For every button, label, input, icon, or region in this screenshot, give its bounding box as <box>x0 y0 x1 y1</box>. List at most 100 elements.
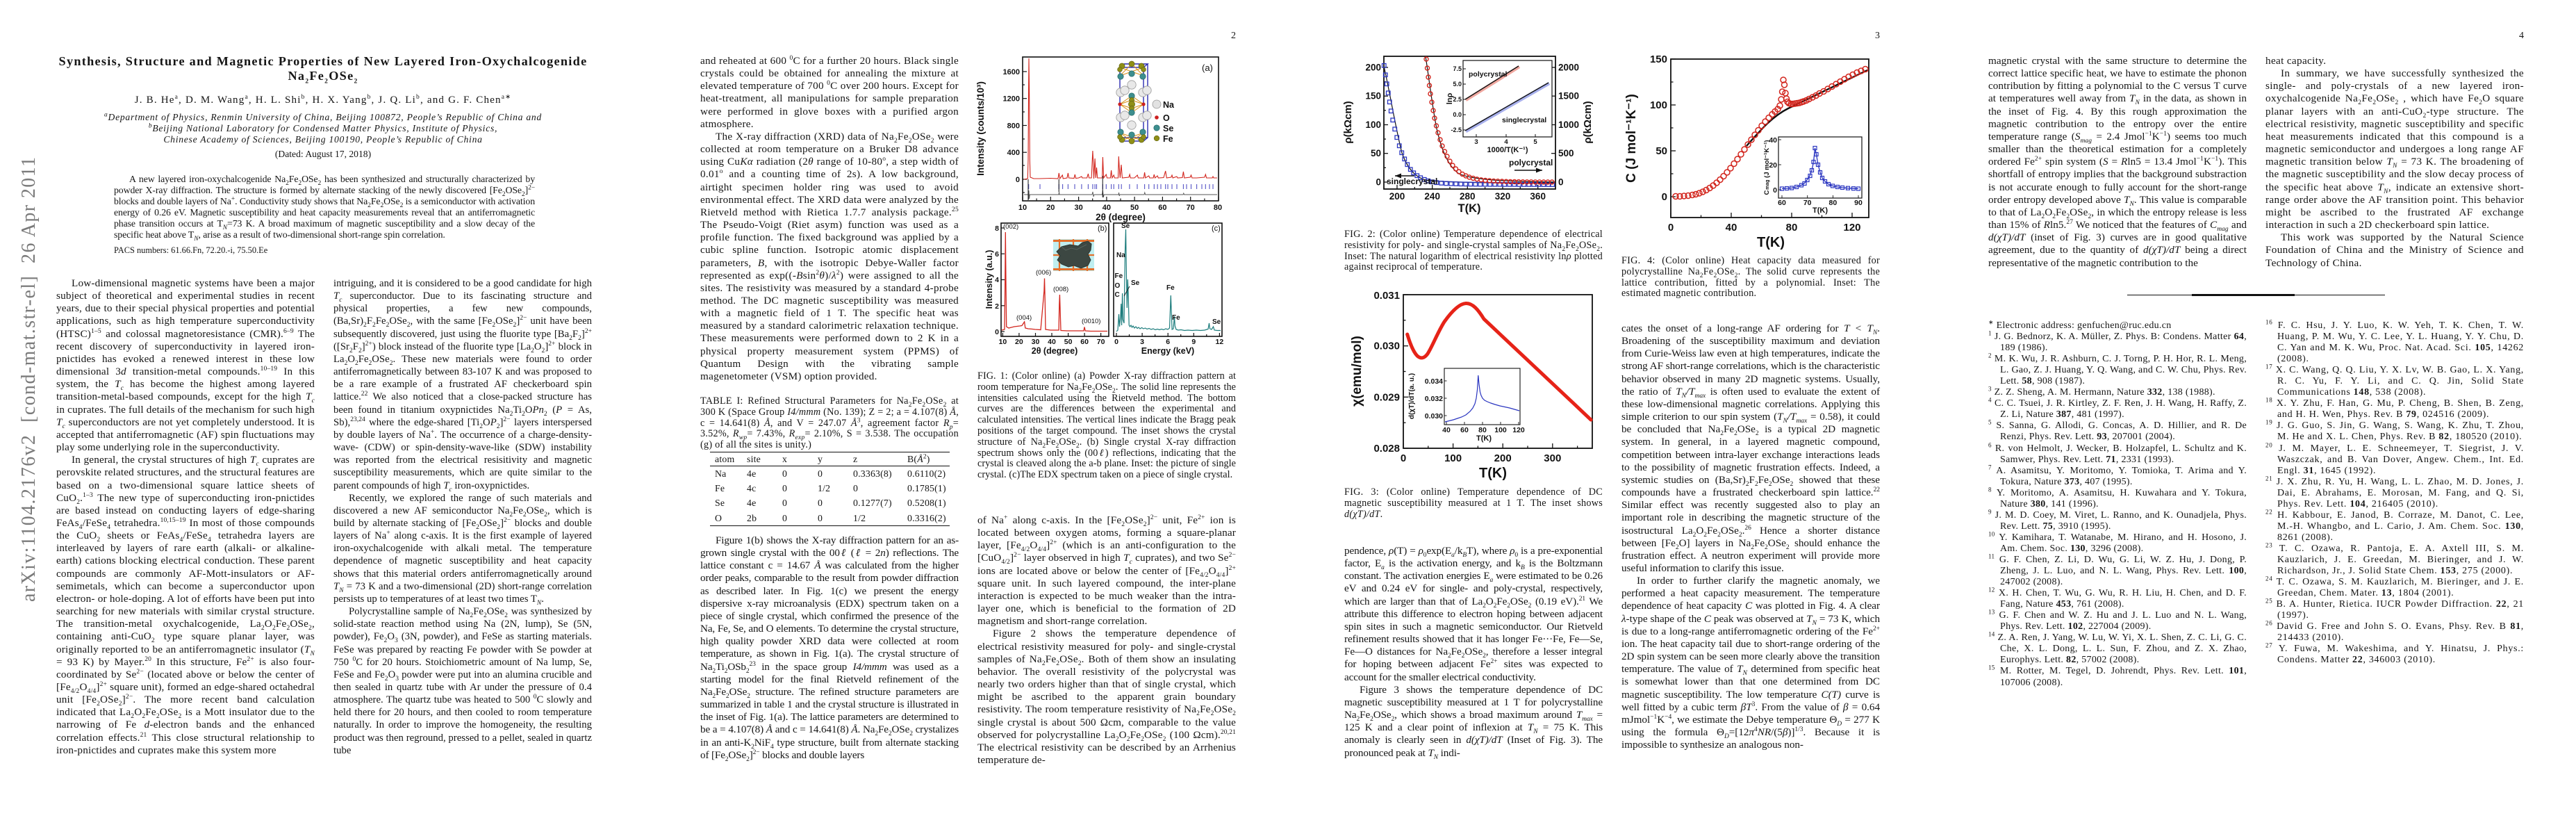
svg-text:30: 30 <box>1074 204 1082 212</box>
svg-text:10: 10 <box>1018 204 1027 212</box>
svg-text:T(K): T(K) <box>1813 206 1828 215</box>
svg-text:-2.5: -2.5 <box>1451 126 1462 133</box>
svg-text:7.5: 7.5 <box>1453 65 1462 72</box>
svg-text:5.0: 5.0 <box>1453 81 1462 88</box>
svg-text:100: 100 <box>1494 426 1507 434</box>
svg-text:4: 4 <box>995 276 999 284</box>
svg-text:(a): (a) <box>1202 63 1213 73</box>
svg-text:C (J mol⁻¹K⁻¹): C (J mol⁻¹K⁻¹) <box>1624 94 1639 183</box>
svg-text:80: 80 <box>1478 426 1487 434</box>
svg-text:80: 80 <box>1214 204 1222 212</box>
svg-text:Se: Se <box>1121 222 1130 230</box>
svg-text:100: 100 <box>1444 452 1462 464</box>
svg-text:d(χT)/dT(a. u.): d(χT)/dT(a. u.) <box>1408 373 1416 419</box>
svg-text:50: 50 <box>1130 204 1139 212</box>
svg-text:(0010): (0010) <box>1082 318 1100 325</box>
svg-text:(b): (b) <box>1098 224 1107 233</box>
svg-text:6: 6 <box>995 250 999 259</box>
svg-text:ρ(kΩcm): ρ(kΩcm) <box>1582 101 1594 143</box>
svg-text:100: 100 <box>1650 99 1667 111</box>
svg-text:60: 60 <box>1460 426 1469 434</box>
svg-text:9: 9 <box>1191 338 1196 346</box>
svg-text:40: 40 <box>1048 338 1056 346</box>
svg-text:0.032: 0.032 <box>1425 395 1443 403</box>
svg-text:Intensity (a.u.): Intensity (a.u.) <box>984 250 994 309</box>
svg-text:5: 5 <box>1533 138 1537 146</box>
svg-text:0: 0 <box>1558 177 1564 188</box>
svg-text:6: 6 <box>1166 338 1170 346</box>
svg-text:Na: Na <box>1163 100 1175 110</box>
svg-text:400: 400 <box>1007 149 1020 157</box>
svg-text:Fe: Fe <box>1166 284 1175 292</box>
svg-text:O: O <box>1163 113 1170 123</box>
svg-text:320: 320 <box>1495 191 1511 202</box>
svg-text:1500: 1500 <box>1558 91 1579 101</box>
svg-text:10: 10 <box>999 338 1007 346</box>
svg-text:240: 240 <box>1424 191 1440 202</box>
svg-text:3: 3 <box>1140 338 1144 346</box>
svg-text:0.0: 0.0 <box>1453 111 1462 118</box>
svg-text:T(K): T(K) <box>1479 466 1507 481</box>
svg-text:0: 0 <box>1016 176 1020 184</box>
svg-text:2.5: 2.5 <box>1453 96 1462 103</box>
svg-text:3: 3 <box>1474 138 1478 146</box>
svg-text:0: 0 <box>1662 191 1667 203</box>
svg-text:20: 20 <box>1769 161 1777 170</box>
svg-text:(002): (002) <box>1003 223 1018 231</box>
svg-text:60: 60 <box>1158 204 1166 212</box>
svg-text:70: 70 <box>1187 204 1195 212</box>
svg-text:50: 50 <box>1371 148 1381 158</box>
svg-text:80: 80 <box>1829 199 1838 207</box>
svg-text:20: 20 <box>1046 204 1055 212</box>
svg-text:ρ(kΩcm): ρ(kΩcm) <box>1342 101 1354 143</box>
svg-text:150: 150 <box>1650 54 1667 65</box>
svg-text:0.030: 0.030 <box>1425 412 1443 420</box>
svg-text:(006): (006) <box>1036 269 1051 277</box>
svg-text:Na: Na <box>1116 252 1125 259</box>
svg-text:0: 0 <box>995 328 999 336</box>
svg-text:Fe: Fe <box>1115 272 1123 280</box>
svg-text:T(K): T(K) <box>1476 434 1492 443</box>
svg-text:C mag (J mol⁻¹K⁻¹): C mag (J mol⁻¹K⁻¹) <box>1763 140 1771 195</box>
svg-text:2θ (degree): 2θ (degree) <box>1032 346 1078 356</box>
svg-text:0.030: 0.030 <box>1373 341 1400 352</box>
svg-text:0: 0 <box>1376 177 1381 188</box>
svg-text:0.031: 0.031 <box>1373 291 1400 302</box>
svg-text:(c): (c) <box>1212 224 1221 233</box>
svg-text:150: 150 <box>1365 91 1381 101</box>
svg-text:500: 500 <box>1558 148 1574 158</box>
svg-text:Intensity (counts/10³): Intensity (counts/10³) <box>975 81 986 176</box>
svg-text:0: 0 <box>1401 452 1406 464</box>
svg-text:2000: 2000 <box>1558 63 1579 73</box>
svg-text:60: 60 <box>1778 199 1786 207</box>
svg-text:80: 80 <box>1786 222 1798 234</box>
svg-text:singlecrystal: singlecrystal <box>1502 116 1546 124</box>
svg-text:200: 200 <box>1365 63 1381 73</box>
svg-text:40: 40 <box>1769 136 1777 145</box>
svg-text:T(K): T(K) <box>1458 202 1481 215</box>
svg-text:2: 2 <box>995 302 999 311</box>
svg-text:0: 0 <box>1773 186 1777 195</box>
svg-text:280: 280 <box>1460 191 1476 202</box>
svg-text:0: 0 <box>1114 338 1118 346</box>
svg-text:360: 360 <box>1530 191 1546 202</box>
svg-text:60: 60 <box>1080 338 1089 346</box>
svg-text:Se: Se <box>1163 124 1173 133</box>
svg-text:200: 200 <box>1494 452 1512 464</box>
svg-text:70: 70 <box>1803 199 1812 207</box>
svg-text:(008): (008) <box>1053 286 1068 293</box>
svg-text:(004): (004) <box>1016 314 1032 322</box>
svg-text:0.034: 0.034 <box>1425 377 1443 386</box>
svg-text:90: 90 <box>1854 199 1863 207</box>
svg-text:40: 40 <box>1103 204 1111 212</box>
svg-text:70: 70 <box>1097 338 1105 346</box>
svg-text:Fe: Fe <box>1163 134 1173 144</box>
svg-text:Se: Se <box>1212 318 1221 326</box>
svg-text:40: 40 <box>1442 426 1451 434</box>
svg-text:T(K): T(K) <box>1757 235 1785 250</box>
svg-text:χ(emu/mol): χ(emu/mol) <box>1350 336 1364 407</box>
svg-text:polycrystal: polycrystal <box>1469 70 1508 79</box>
svg-text:0.029: 0.029 <box>1373 391 1400 403</box>
svg-text:Se: Se <box>1131 279 1140 287</box>
svg-text:8: 8 <box>995 224 999 233</box>
